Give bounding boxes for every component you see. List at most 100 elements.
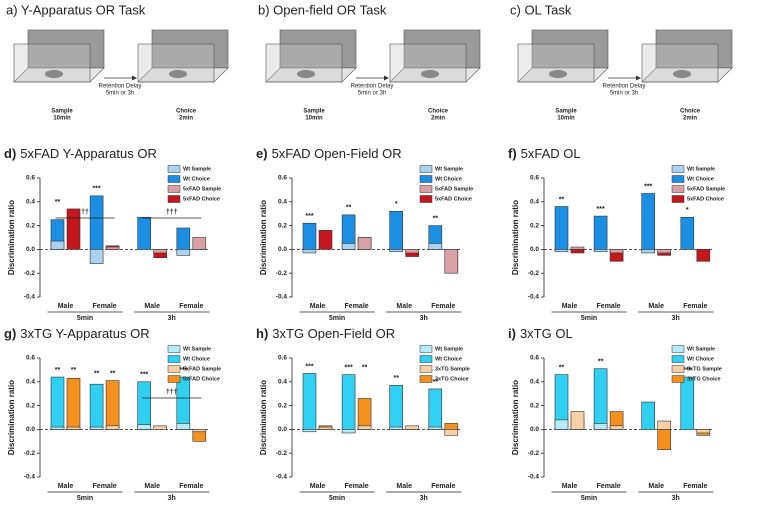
significance: ** [559, 365, 565, 372]
legend-swatch [167, 355, 181, 363]
delay-time: 5min or 3h [610, 91, 638, 97]
y-tick-label: 0.4 [530, 379, 539, 386]
bar [570, 411, 585, 430]
arena-back [279, 29, 357, 69]
panel-label: f) 5xFAD OL [508, 146, 581, 161]
y-axis-label: Discrimination ratio [7, 380, 16, 455]
y-tick-label: 0.4 [26, 199, 35, 206]
legend-label: Wt Choice [183, 176, 210, 182]
arena-back [531, 29, 609, 69]
y-tick-label: -0.4 [24, 294, 36, 301]
sample-time: 10min [305, 116, 323, 122]
y-tick-label: -0.4 [528, 294, 540, 301]
choice-time: 2min [431, 116, 445, 122]
delay-label: Retention Delay [603, 84, 646, 90]
arena-back [655, 29, 733, 69]
legend-swatch [671, 175, 685, 183]
bar [389, 249, 404, 253]
group-label: 3h [168, 495, 176, 502]
legend-label: Wt Sample [435, 166, 463, 172]
bar [153, 249, 167, 254]
bar [50, 426, 65, 430]
bar [105, 380, 120, 430]
panel: h) 3xTG Open-Field OR Discrimination ratio… [256, 326, 470, 501]
bar [341, 243, 356, 250]
legend-label: 3xTG Choice [435, 376, 469, 382]
y-tick-label: 0.6 [278, 175, 287, 182]
x-tick-label: Male [310, 483, 326, 490]
bar [657, 429, 672, 450]
significance: *** [179, 367, 187, 374]
sample-label: Sample [303, 109, 325, 115]
y-axis-label: Discrimination ratio [259, 200, 268, 275]
legend-swatch [167, 175, 181, 183]
legend-swatch [671, 355, 685, 363]
legend-swatch [167, 165, 181, 173]
mouse [45, 70, 63, 78]
y-tick-label: 0.2 [530, 402, 539, 409]
panel-label: g) 3xTG Y-Apparatus OR [4, 326, 150, 341]
bar [176, 376, 191, 430]
y-tick-label: -0.4 [24, 474, 36, 481]
mouse [421, 70, 439, 78]
legend-label: Wt Choice [435, 356, 462, 362]
bar [428, 426, 443, 430]
sample-time: 10min [557, 116, 575, 122]
bar [593, 249, 608, 253]
legend-label: 3xTG Sample [435, 366, 470, 372]
y-tick-label: 0.2 [278, 402, 287, 409]
legend-label: 5xFAD Sample [183, 186, 221, 192]
legend-swatch [419, 375, 433, 383]
significance: * [686, 207, 689, 214]
legend-swatch [167, 195, 181, 203]
legend-label: 5xFAD Choice [183, 196, 220, 202]
significance: ** [433, 379, 439, 386]
bar [66, 426, 81, 430]
x-tick-label: Male [562, 483, 578, 490]
significance: ** [346, 205, 352, 212]
arrow-head [384, 75, 389, 81]
significance: *** [305, 213, 313, 220]
legend-label: Wt Sample [435, 346, 463, 352]
bar [444, 423, 459, 430]
group-label: 5min [329, 315, 345, 322]
y-axis-label: Discrimination ratio [259, 380, 268, 455]
bar [657, 420, 672, 430]
x-tick-label: Male [562, 303, 578, 310]
group-label: 5min [329, 495, 345, 502]
significance: ** [94, 370, 100, 377]
legend-swatch [167, 185, 181, 193]
legend-swatch [419, 195, 433, 203]
x-tick-label: Male [648, 303, 664, 310]
bar [593, 368, 608, 430]
y-tick-label: 0.2 [26, 402, 35, 409]
legend-label: Wt Choice [687, 356, 714, 362]
diagram-title: c) OL Task [510, 2, 572, 17]
significance: *** [345, 365, 353, 372]
x-tick-label: Male [144, 483, 160, 490]
bar [89, 426, 104, 430]
panel-letter: d) [4, 146, 16, 161]
arrow-head [132, 75, 137, 81]
significance: ** [55, 199, 61, 206]
bar [302, 373, 317, 430]
panel-label: i) 3xTG OL [508, 326, 573, 341]
comparison-mark: †† [81, 209, 89, 216]
bar [341, 429, 356, 434]
bar [153, 425, 167, 430]
arena-back [27, 29, 105, 69]
bar [89, 383, 104, 430]
legend-swatch [419, 345, 433, 353]
bar [641, 401, 656, 430]
bar [389, 211, 404, 250]
y-tick-label: 0.4 [26, 379, 35, 386]
sample-time: 10min [53, 116, 71, 122]
significance: * [395, 201, 398, 208]
y-tick-label: -0.2 [528, 450, 540, 457]
panel-letter: h) [256, 326, 268, 341]
group-label: 3h [420, 315, 428, 322]
bar [176, 423, 191, 430]
significance: *** [305, 363, 313, 370]
panel-letter: f) [508, 146, 517, 161]
x-tick-label: Female [93, 483, 117, 490]
